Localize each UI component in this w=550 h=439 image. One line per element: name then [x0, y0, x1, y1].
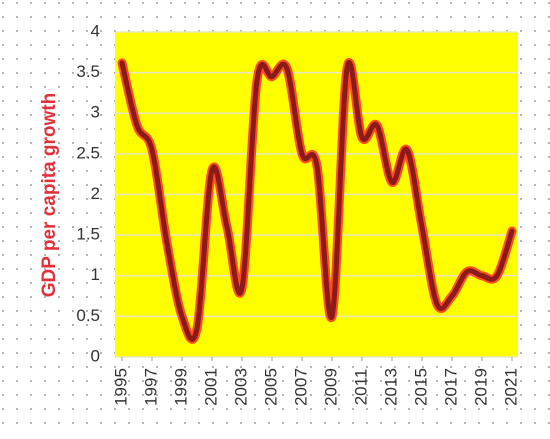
x-tick-label: 1999	[171, 368, 190, 406]
y-axis-label: GDP per capita growth	[39, 93, 60, 297]
x-tick-label: 2003	[231, 368, 250, 406]
x-tick-label: 1995	[111, 368, 130, 406]
y-tick-label: 0	[91, 346, 100, 365]
x-tick-label: 2005	[261, 368, 280, 406]
x-tick-label: 2007	[291, 368, 310, 406]
x-tick-label: 2017	[441, 368, 460, 406]
x-tick-label: 2021	[501, 368, 520, 406]
x-tick-label: 2013	[381, 368, 400, 406]
y-tick-label: 3	[91, 103, 100, 122]
x-tick-label: 2011	[351, 369, 370, 406]
y-tick-label: 2.5	[76, 143, 100, 162]
y-tick-label: 0.5	[76, 306, 100, 325]
y-tick-label: 1	[91, 265, 100, 284]
x-tick-label: 2009	[321, 368, 340, 406]
x-tick-label: 2015	[411, 368, 430, 406]
y-tick-label: 2	[91, 184, 100, 203]
line	[119, 60, 515, 342]
x-tick-label: 2001	[201, 368, 220, 406]
x-tick-label: 1997	[141, 368, 160, 406]
y-tick-label: 3.5	[76, 62, 100, 81]
x-tick-label: 2019	[471, 368, 490, 406]
y-tick-label: 4	[91, 21, 100, 40]
y-tick-label: 1.5	[76, 225, 100, 244]
